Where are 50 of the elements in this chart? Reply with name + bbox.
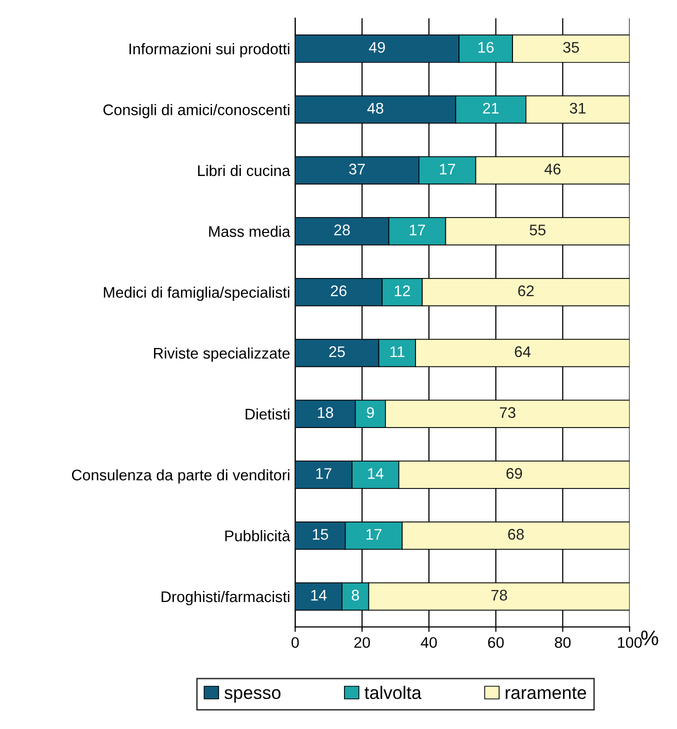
data-label: 15 xyxy=(312,529,328,540)
data-label: 14 xyxy=(368,468,384,479)
x-tick-label: 40 xyxy=(420,637,437,648)
data-label: 73 xyxy=(500,407,516,418)
data-label: 28 xyxy=(334,224,350,236)
y-tick-label: Mass media xyxy=(209,226,290,237)
y-tick-label: Consulenza da parte di venditori xyxy=(72,469,290,484)
data-label: 8 xyxy=(352,590,359,601)
data-label: 14 xyxy=(311,590,327,600)
data-label: 31 xyxy=(570,102,586,114)
x-tick-label: 60 xyxy=(488,637,504,648)
data-label: 55 xyxy=(530,224,546,236)
data-label: 21 xyxy=(483,102,499,114)
data-label: 25 xyxy=(329,346,345,358)
y-tick-label: Consigli di amici/conoscenti xyxy=(103,104,290,118)
x-tick-label: 100 xyxy=(618,637,642,648)
data-label: 62 xyxy=(518,285,534,296)
y-tick-label: Medici di famiglia/specialisti xyxy=(104,286,290,301)
data-label: 78 xyxy=(491,590,508,601)
data-label: 17 xyxy=(316,468,332,479)
y-tick-label: Informazioni sui prodotti xyxy=(130,43,290,58)
data-label: 69 xyxy=(506,468,522,479)
legend-label: spesso xyxy=(224,689,280,703)
data-label: 26 xyxy=(330,285,346,296)
data-label: 46 xyxy=(544,164,561,175)
data-label: 12 xyxy=(394,285,410,296)
x-tick-label: 20 xyxy=(354,637,370,648)
data-label: 17 xyxy=(366,529,382,540)
legend-label: talvolta xyxy=(364,686,422,700)
data-label: 37 xyxy=(349,164,365,175)
x-tick-label: 80 xyxy=(554,637,571,648)
data-label: 64 xyxy=(514,346,531,358)
data-label: 68 xyxy=(508,528,524,540)
data-label: 9 xyxy=(366,407,374,418)
data-label: 11 xyxy=(390,346,404,357)
y-tick-label: Riviste specializzate xyxy=(154,347,290,362)
data-label: 17 xyxy=(410,224,425,236)
data-label: 18 xyxy=(318,407,334,418)
y-tick-label: Dietisti xyxy=(246,408,290,420)
data-label: 49 xyxy=(368,42,385,53)
x-axis-title: % xyxy=(641,630,658,646)
data-label: 16 xyxy=(478,42,494,53)
data-label: 17 xyxy=(440,164,456,174)
legend-label: raramente xyxy=(506,687,586,700)
x-tick-label: 0 xyxy=(292,637,299,648)
y-tick-label: Libri di cucina xyxy=(198,164,290,176)
y-tick-label: Pubblicità xyxy=(225,530,290,542)
data-label: 35 xyxy=(563,42,579,53)
data-label: 48 xyxy=(367,102,384,114)
y-tick-label: Droghisti/farmacisti xyxy=(162,590,290,606)
